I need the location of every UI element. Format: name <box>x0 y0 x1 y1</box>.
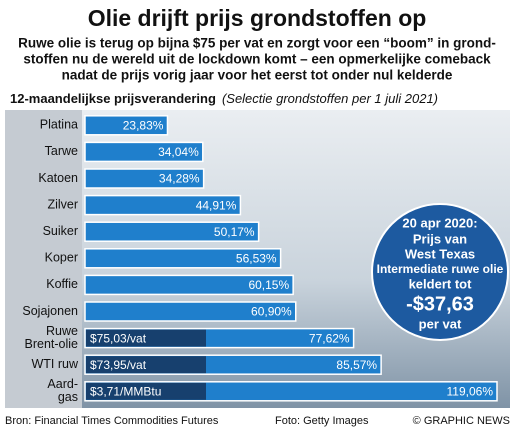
chart-header-bg <box>5 90 510 110</box>
value-label: 60,15% <box>248 278 289 292</box>
category-label: Suiker <box>43 224 78 238</box>
value-label: 56,53% <box>236 251 277 265</box>
value-label: 23,83% <box>123 118 164 132</box>
inner-label: $3,71/MMBtu <box>90 384 161 398</box>
annotation-line: -$37,63 <box>406 293 474 315</box>
annotation-line: keldert tot <box>409 276 473 291</box>
annotation-line: 20 apr 2020: <box>402 215 477 230</box>
value-label: 34,04% <box>158 145 199 159</box>
annotation-line: Prijs van <box>413 231 467 246</box>
bars: Platina 23,83% Tarwe 34,04% Katoen 34,28% Zilv… <box>22 115 498 404</box>
inner-label: $75,03/vat <box>90 331 147 345</box>
category-label: gas <box>58 390 78 404</box>
inner-label-bg <box>86 329 206 347</box>
chart-label: 12-maandelijkse prijsverandering <box>10 91 216 106</box>
subtitle: Ruwe olie is terug op bijna $75 per vat … <box>18 36 496 83</box>
subtitle-line: stoffen nu de wereld uit de lockdown kom… <box>23 52 491 67</box>
value-label: 85,57% <box>336 358 377 372</box>
bar <box>84 115 169 136</box>
category-label: Ruwe <box>46 324 78 338</box>
label-column <box>5 110 82 408</box>
value-label: 34,28% <box>159 172 200 186</box>
category-label: Sojajonen <box>22 304 78 318</box>
annotation-line: per vat <box>419 316 462 331</box>
category-label: Brent-olie <box>25 337 79 351</box>
bar <box>84 168 205 189</box>
bar <box>84 301 297 322</box>
category-label: Koffie <box>46 277 78 291</box>
subtitle-line: nadat de prijs vorig jaar voor het eerst… <box>62 68 453 83</box>
chart-note: (Selectie grondstoffen per 1 juli 2021) <box>222 91 438 106</box>
value-label: 50,17% <box>214 225 255 239</box>
category-label: Katoen <box>38 171 78 185</box>
category-label: WTI ruw <box>31 357 78 371</box>
value-label: 77,62% <box>309 331 350 345</box>
chart-label-line: 12-maandelijkse prijsverandering (Selecti… <box>10 91 438 106</box>
photo-credit: Foto: Getty Images <box>275 415 369 427</box>
value-label: 60,90% <box>251 305 292 319</box>
bar <box>84 248 282 269</box>
inner-label-bg <box>86 356 206 374</box>
credit: © GRAPHIC NEWS <box>413 415 510 427</box>
bar <box>84 194 242 216</box>
category-label: Koper <box>45 251 78 265</box>
inner-label: $73,95/vat <box>90 358 147 372</box>
value-label: 119,06% <box>447 384 494 398</box>
bar <box>84 274 294 296</box>
category-label: Platina <box>40 118 78 132</box>
annotation-line: West Texas <box>405 246 475 261</box>
title: Olie drijft prijs grondstoffen op <box>88 5 427 31</box>
subtitle-line: Ruwe olie is terug op bijna $75 per vat … <box>18 36 496 51</box>
callout-circle <box>371 203 509 341</box>
annotation-line: Intermediate ruwe olie <box>377 262 504 276</box>
source: Bron: Financial Times Commodities Future… <box>5 415 219 427</box>
category-label: Aard- <box>47 377 78 391</box>
bar <box>84 141 204 163</box>
category-label: Tarwe <box>45 144 78 158</box>
category-label: Zilver <box>47 197 78 211</box>
value-label: 44,91% <box>196 198 237 212</box>
inner-label-bg <box>86 382 206 400</box>
bar <box>84 221 260 242</box>
